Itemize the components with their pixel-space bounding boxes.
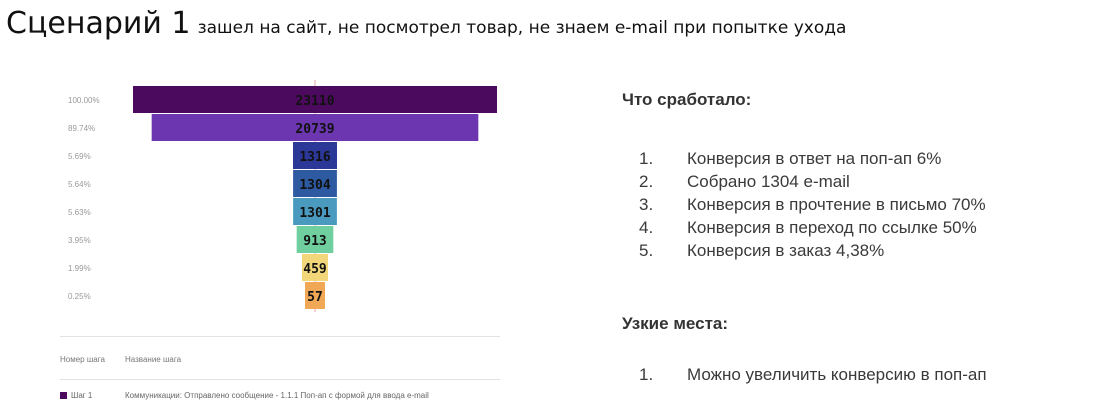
- percent-label: 100.00%: [68, 96, 100, 105]
- funnel-bar: [302, 254, 328, 281]
- funnel-bar: [133, 86, 497, 113]
- list-item-text: Конверсия в заказ 4,38%: [687, 241, 885, 260]
- value-label: 20739: [295, 122, 334, 137]
- value-label: 913: [303, 234, 326, 249]
- list-item-text: Конверсия в ответ на поп-ап 6%: [687, 149, 942, 168]
- funnel-bar: [305, 282, 325, 309]
- percent-label: 1.99%: [68, 264, 91, 273]
- conclusions-panel: Что сработало: 1. Конверсия в ответ на по…: [622, 90, 987, 386]
- list-item-text: Конверсия в прочтение в письмо 70%: [687, 195, 986, 214]
- funnel-bar: [296, 226, 334, 253]
- funnel-bar: [293, 198, 337, 225]
- list-item-number: 3.: [639, 195, 654, 214]
- scenario-title: Сценарий 1: [6, 6, 191, 41]
- funnel-bar: [293, 142, 337, 169]
- value-label: 1304: [299, 178, 330, 193]
- value-label: 1316: [299, 150, 330, 165]
- percent-label: 5.63%: [68, 208, 91, 217]
- value-label: 57: [307, 290, 323, 305]
- table-row: Шаг 1 Коммуникации: Отправлено сообщение…: [60, 389, 500, 405]
- funnel-bar: [151, 114, 479, 141]
- steps-table-header: Номер шага Название шага: [60, 336, 500, 380]
- percent-label: 5.69%: [68, 152, 91, 161]
- list-item-number: 2.: [639, 172, 654, 191]
- list-item: 2. Собрано 1304 e-mail: [622, 170, 850, 193]
- list-item-text: Можно увеличить конверсию в поп-ап: [687, 365, 987, 384]
- percent-label: 89.74%: [68, 124, 95, 133]
- list-item: 5. Конверсия в заказ 4,38%: [622, 239, 884, 262]
- slide-title: Сценарий 1 зашел на сайт, не посмотрел т…: [6, 6, 846, 41]
- scenario-subtitle: зашел на сайт, не посмотрел товар, не зн…: [197, 18, 847, 38]
- value-label: 1301: [299, 206, 330, 221]
- list-item-text: Конверсия в переход по ссылке 50%: [687, 218, 977, 237]
- bottlenecks-heading: Узкие места:: [622, 314, 729, 333]
- list-item-number: 1.: [639, 149, 654, 168]
- percent-label: 5.64%: [68, 180, 91, 189]
- header-step-name: Название шага: [125, 355, 182, 364]
- list-item: 4. Конверсия в переход по ссылке 50%: [622, 216, 977, 239]
- header-step-number: Номер шага: [60, 355, 105, 364]
- step-color-swatch: [60, 392, 67, 399]
- percent-label: 3.95%: [68, 236, 91, 245]
- worked-heading: Что сработало:: [622, 90, 752, 109]
- list-item: 1. Можно увеличить конверсию в поп-ап: [622, 363, 987, 386]
- percent-label: 0.25%: [68, 292, 91, 301]
- value-label: 459: [303, 262, 326, 277]
- step-number: Шаг 1: [71, 391, 93, 400]
- value-label: 23110: [295, 94, 334, 109]
- list-item: 3. Конверсия в прочтение в письмо 70%: [622, 193, 986, 216]
- list-item-number: 5.: [639, 241, 654, 260]
- list-item-number: 1.: [639, 365, 654, 384]
- step-name: Коммуникации: Отправлено сообщение - 1.1…: [125, 391, 429, 400]
- list-item-text: Собрано 1304 e-mail: [687, 172, 850, 191]
- funnel-bar: [293, 170, 337, 197]
- list-item-number: 4.: [639, 218, 654, 237]
- worked-list: 1. Конверсия в ответ на поп-ап 6% 2. Собра…: [622, 147, 986, 262]
- funnel-chart: 100.00% 23110 89.74% 20739 5.69% 1316 5.64% 130…: [68, 80, 497, 312]
- bottlenecks-list: 1. Можно увеличить конверсию в поп-ап: [622, 363, 987, 386]
- list-item: 1. Конверсия в ответ на поп-ап 6%: [622, 147, 941, 170]
